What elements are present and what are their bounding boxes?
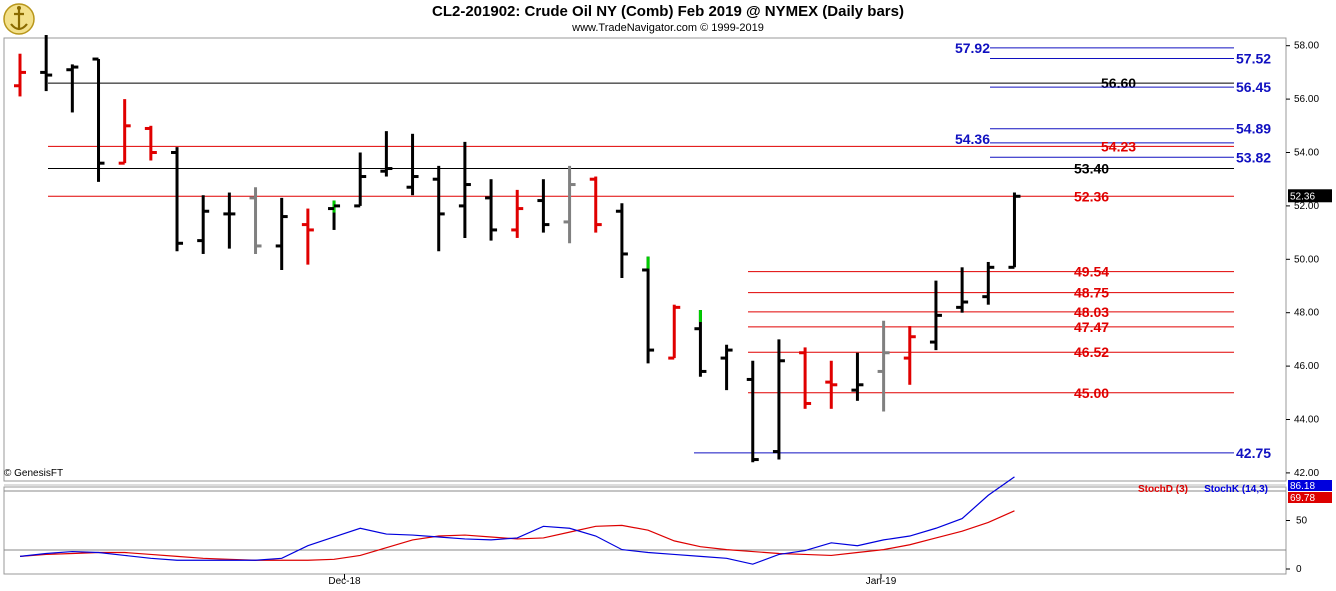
level-label: 57.92 (955, 40, 990, 56)
ohlc-bar (851, 352, 864, 401)
ohlc-bar (432, 165, 445, 252)
ohlc-bar (799, 347, 812, 409)
ohlc-bar (458, 141, 471, 238)
y-tick-label: 50.00 (1294, 254, 1319, 265)
stoch-y-tick-label: 50 (1296, 516, 1308, 527)
level-label: 46.52 (1074, 344, 1109, 360)
ohlc-bar (903, 326, 916, 385)
stochd-line (19, 510, 1015, 561)
ohlc-bar (275, 197, 288, 270)
ohlc-bar (406, 133, 419, 196)
stoch-y-tick-label: 0 (1296, 564, 1302, 575)
stochk-value-box (1288, 480, 1332, 491)
ohlc-bar (1008, 192, 1021, 269)
ohlc-bar (197, 195, 210, 254)
chart-subtitle: www.TradeNavigator.com © 1999-2019 (572, 22, 764, 34)
level-label: 56.45 (1236, 79, 1271, 95)
ohlc-bar (589, 176, 602, 233)
stochk-line (19, 476, 1015, 565)
stoch-panel (3, 486, 1287, 575)
ohlc-bar (668, 304, 681, 360)
ohlc-bar (537, 179, 550, 233)
ohlc-bar (66, 64, 79, 113)
stochk-legend: StochK (14,3) (1204, 484, 1268, 495)
ohlc-bar (563, 165, 576, 244)
ohlc-bar (301, 208, 314, 265)
y-tick-label: 46.00 (1294, 361, 1319, 372)
level-label: 52.36 (1074, 188, 1109, 204)
ohlc-bar (615, 203, 628, 278)
y-tick-label: 56.00 (1294, 94, 1319, 105)
level-label: 53.82 (1236, 149, 1271, 165)
last-price-box (1288, 189, 1332, 203)
x-tick-label: Jan-19 (866, 576, 897, 587)
ohlc-bar (92, 57, 105, 182)
chart-title: CL2-201902: Crude Oil NY (Comb) Feb 2019… (432, 3, 904, 20)
ohlc-bar (144, 125, 157, 161)
level-label: 49.54 (1074, 264, 1109, 280)
ohlc-bar (746, 360, 759, 463)
level-label: 56.60 (1101, 75, 1136, 91)
stochd-value-box (1288, 492, 1332, 503)
last-price-label: 52.36 (1290, 191, 1315, 202)
y-tick-label: 52.00 (1294, 201, 1319, 212)
level-label: 47.47 (1074, 319, 1109, 335)
ohlc-bar (14, 53, 26, 97)
level-label: 54.23 (1101, 138, 1136, 154)
y-tick-label: 44.00 (1294, 415, 1319, 426)
level-label: 54.89 (1236, 121, 1271, 137)
y-tick-label: 58.00 (1294, 41, 1319, 52)
level-label: 54.36 (955, 131, 990, 147)
level-label: 45.00 (1074, 385, 1109, 401)
ohlc-bar (328, 200, 341, 230)
ohlc-bar (171, 147, 184, 252)
level-label: 48.03 (1074, 304, 1109, 320)
stochd-value-label: 69.78 (1290, 493, 1315, 504)
ohlc-bar (249, 187, 262, 254)
x-tick-label: Dec-18 (328, 576, 361, 587)
y-tick-label: 48.00 (1294, 308, 1319, 319)
data-credit: © GenesisFT (4, 468, 64, 479)
ohlc-bar (40, 35, 53, 92)
trade-navigator-logo-icon (2, 2, 36, 36)
ohlc-bar (380, 131, 393, 177)
ohlc-bar (694, 310, 707, 377)
ohlc-bar (772, 339, 785, 460)
stochd-legend: StochD (3) (1138, 484, 1188, 495)
ohlc-bar (825, 360, 838, 409)
level-label: 53.40 (1074, 161, 1109, 177)
ohlc-bar (511, 189, 524, 238)
price-panel (3, 37, 1287, 482)
ohlc-bar (877, 320, 890, 412)
y-tick-label: 42.00 (1294, 468, 1319, 479)
ohlc-bar (118, 99, 131, 165)
level-label: 57.52 (1236, 51, 1271, 67)
level-label: 48.75 (1074, 285, 1109, 301)
ohlc-bar (982, 261, 995, 305)
level-label: 42.75 (1236, 445, 1271, 461)
ohlc-bar (956, 267, 969, 313)
ohlc-bar (354, 152, 367, 208)
y-tick-label: 54.00 (1294, 148, 1319, 159)
ohlc-bar (929, 280, 942, 351)
stochk-value-label: 86.18 (1290, 481, 1315, 492)
ohlc-bar (642, 256, 655, 364)
ohlc-bar (720, 344, 733, 391)
ohlc-bar (485, 179, 498, 241)
ohlc-bar (223, 192, 236, 249)
